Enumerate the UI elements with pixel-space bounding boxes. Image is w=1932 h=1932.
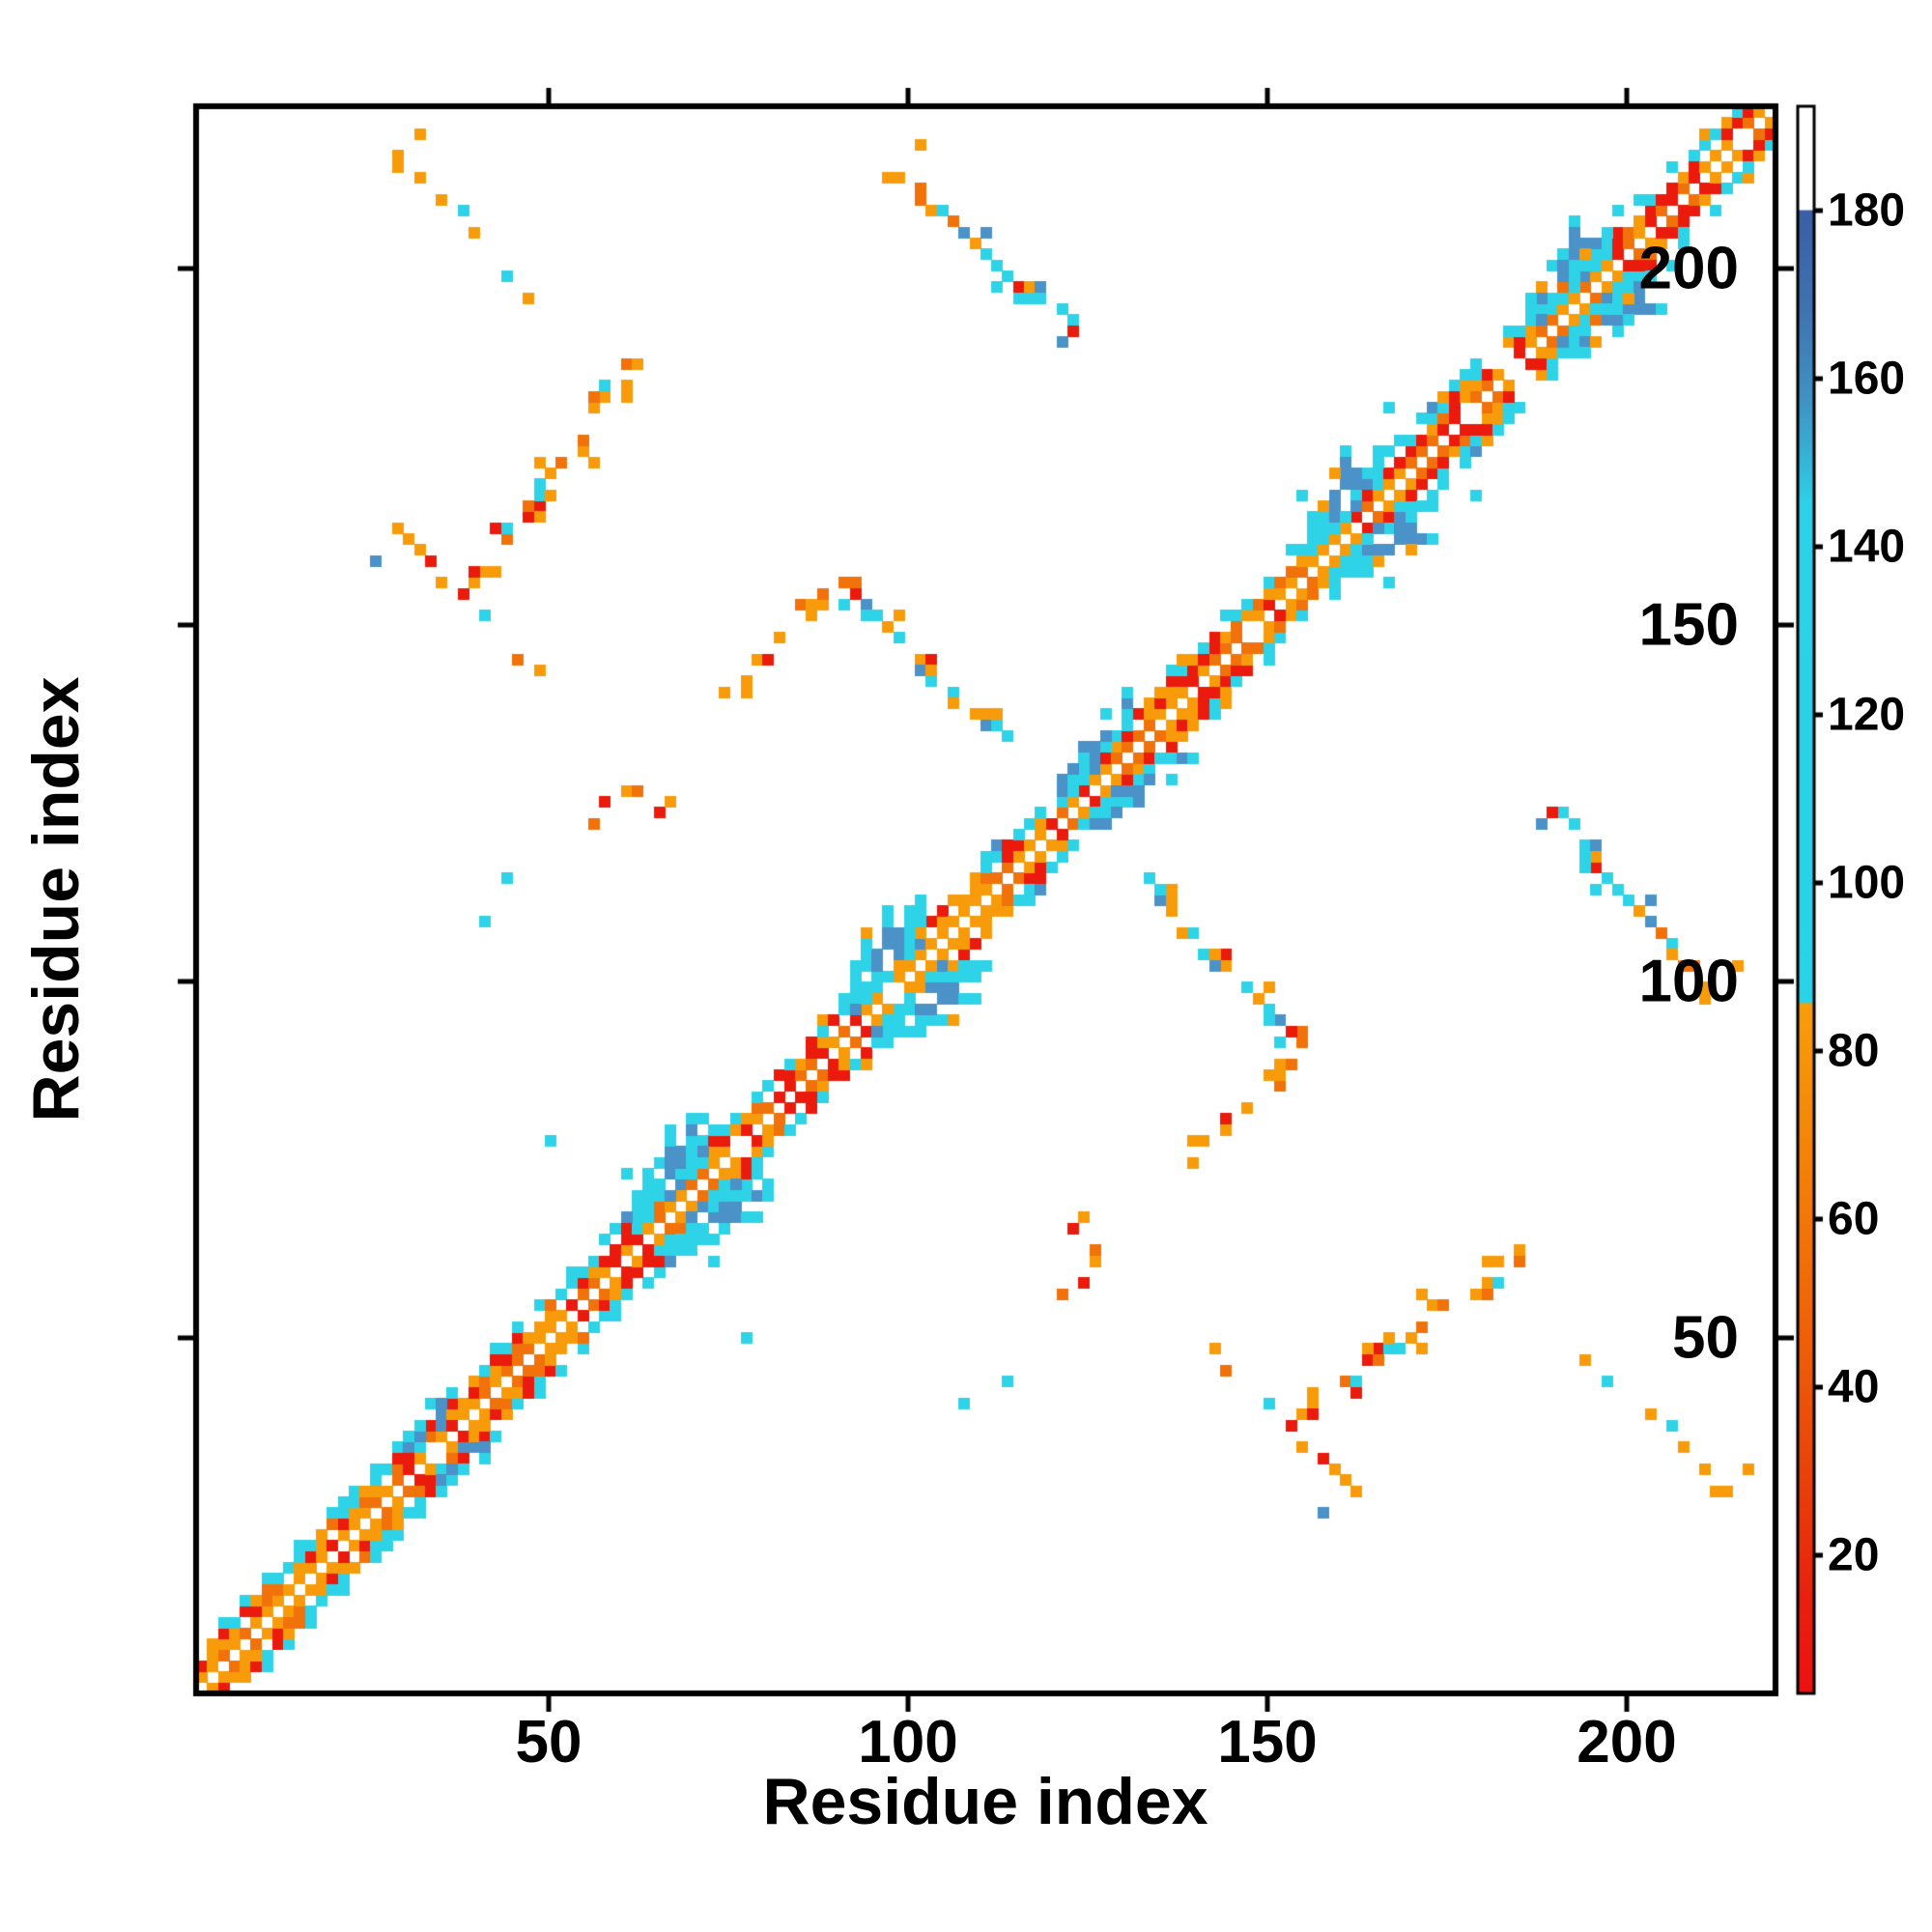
- x-tick-label-200: 200: [1577, 1709, 1677, 1776]
- x-tick-label-150: 150: [1217, 1709, 1318, 1776]
- colorbar-tick-label-180: 180: [1828, 185, 1906, 237]
- x-tick-label-50: 50: [515, 1709, 582, 1776]
- y-tick-label-100: 100: [1638, 948, 1739, 1015]
- colorbar-tick-label-80: 80: [1828, 1025, 1880, 1077]
- colorbar-tick-label-20: 20: [1828, 1529, 1880, 1581]
- colorbar-tick-label-60: 60: [1828, 1193, 1880, 1245]
- colorbar-tick-label-120: 120: [1828, 689, 1906, 741]
- colorbar-tick-label-160: 160: [1828, 353, 1906, 405]
- x-tick-label-100: 100: [858, 1709, 958, 1776]
- colorbar-tick-label-40: 40: [1828, 1361, 1880, 1413]
- y-tick-label-150: 150: [1638, 591, 1739, 659]
- x-axis-title: Residue index: [762, 1765, 1208, 1838]
- y-axis-title: Residue index: [19, 676, 93, 1122]
- y-tick-label-50: 50: [1672, 1304, 1739, 1372]
- y-tick-label-200: 200: [1638, 235, 1739, 302]
- colorbar-tick-label-140: 140: [1828, 521, 1906, 573]
- colorbar-tick-label-100: 100: [1828, 857, 1906, 909]
